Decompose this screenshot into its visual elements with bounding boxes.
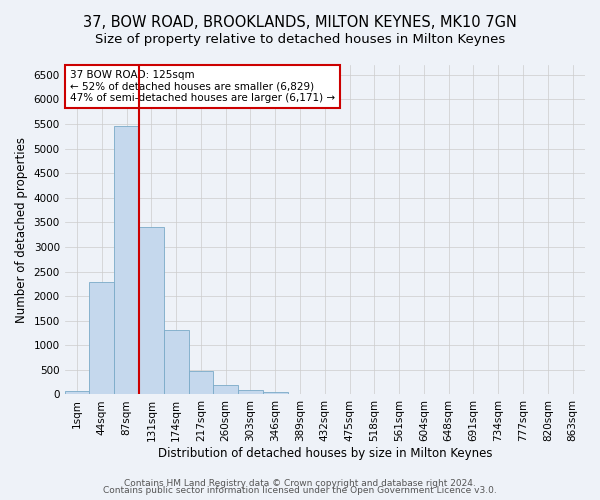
Bar: [89, 282, 114, 395]
Text: 37 BOW ROAD: 125sqm
← 52% of detached houses are smaller (6,829)
47% of semi-det: 37 BOW ROAD: 125sqm ← 52% of detached ho…: [70, 70, 335, 103]
Y-axis label: Number of detached properties: Number of detached properties: [15, 136, 28, 322]
Bar: [238, 390, 263, 394]
Bar: [114, 126, 139, 394]
Text: Size of property relative to detached houses in Milton Keynes: Size of property relative to detached ho…: [95, 32, 505, 46]
Bar: [214, 384, 238, 394]
Text: Contains HM Land Registry data © Crown copyright and database right 2024.: Contains HM Land Registry data © Crown c…: [124, 478, 476, 488]
Bar: [65, 391, 89, 394]
Bar: [188, 371, 214, 394]
Text: 37, BOW ROAD, BROOKLANDS, MILTON KEYNES, MK10 7GN: 37, BOW ROAD, BROOKLANDS, MILTON KEYNES,…: [83, 15, 517, 30]
Text: Contains public sector information licensed under the Open Government Licence v3: Contains public sector information licen…: [103, 486, 497, 495]
Bar: [164, 330, 188, 394]
Bar: [139, 228, 164, 394]
X-axis label: Distribution of detached houses by size in Milton Keynes: Distribution of detached houses by size …: [158, 447, 492, 460]
Bar: [263, 392, 287, 394]
